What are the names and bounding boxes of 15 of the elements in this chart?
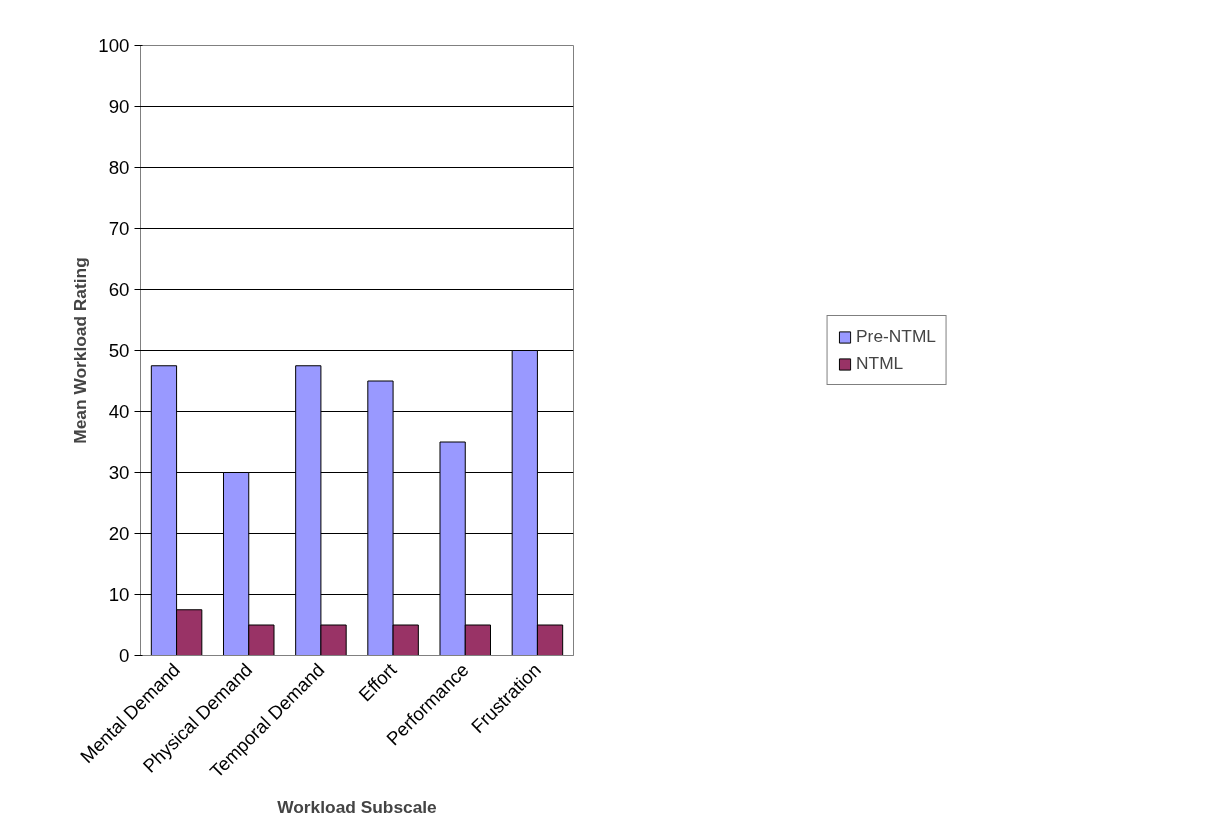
y-tick-label: 40 (108, 401, 130, 422)
y-tick-label: 10 (108, 584, 130, 605)
y-axis-title: Mean Workload Rating (70, 257, 91, 444)
x-axis-title: Workload Subscale (277, 797, 438, 818)
legend-label: Pre-NTML (856, 326, 936, 347)
y-tick-label: 0 (119, 645, 130, 666)
legend-label: NTML (856, 353, 904, 374)
y-tick-label: 80 (108, 157, 130, 178)
y-tick-label: 20 (108, 523, 130, 544)
y-tick-label: 90 (108, 96, 130, 117)
y-tick-label: 30 (108, 462, 130, 483)
y-tick-label: 70 (108, 218, 130, 239)
y-tick-label: 50 (108, 340, 130, 361)
y-tick-label: 60 (108, 279, 130, 300)
y-tick-label: 100 (98, 35, 130, 56)
